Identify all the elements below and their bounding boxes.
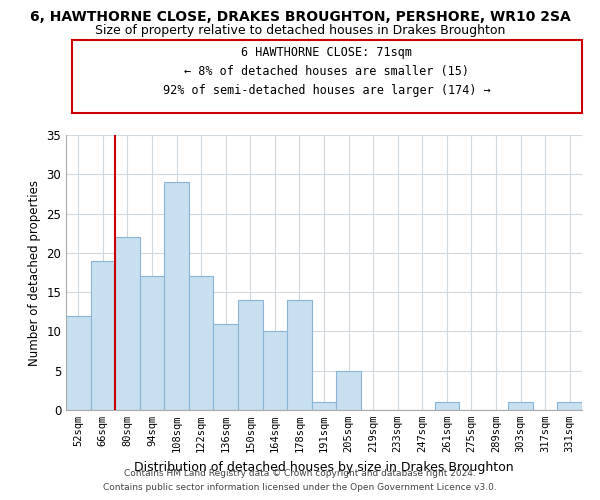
Text: ← 8% of detached houses are smaller (15): ← 8% of detached houses are smaller (15) [184, 65, 469, 78]
Bar [140, 276, 164, 410]
Bar [238, 300, 263, 410]
Bar [91, 260, 115, 410]
Bar [312, 402, 336, 410]
Bar [287, 300, 312, 410]
Text: Contains HM Land Registry data © Crown copyright and database right 2024.: Contains HM Land Registry data © Crown c… [124, 468, 476, 477]
Bar [336, 370, 361, 410]
Y-axis label: Number of detached properties: Number of detached properties [28, 180, 41, 366]
Bar [164, 182, 189, 410]
X-axis label: Distribution of detached houses by size in Drakes Broughton: Distribution of detached houses by size … [134, 460, 514, 473]
Bar [508, 402, 533, 410]
Bar [214, 324, 238, 410]
Bar [557, 402, 582, 410]
Bar [263, 332, 287, 410]
Text: 6, HAWTHORNE CLOSE, DRAKES BROUGHTON, PERSHORE, WR10 2SA: 6, HAWTHORNE CLOSE, DRAKES BROUGHTON, PE… [29, 10, 571, 24]
Text: 6 HAWTHORNE CLOSE: 71sqm: 6 HAWTHORNE CLOSE: 71sqm [241, 46, 413, 59]
Bar [434, 402, 459, 410]
Text: Contains public sector information licensed under the Open Government Licence v3: Contains public sector information licen… [103, 484, 497, 492]
Text: Size of property relative to detached houses in Drakes Broughton: Size of property relative to detached ho… [95, 24, 505, 37]
Bar [189, 276, 214, 410]
Bar [66, 316, 91, 410]
Bar [115, 237, 140, 410]
Text: 92% of semi-detached houses are larger (174) →: 92% of semi-detached houses are larger (… [163, 84, 491, 97]
